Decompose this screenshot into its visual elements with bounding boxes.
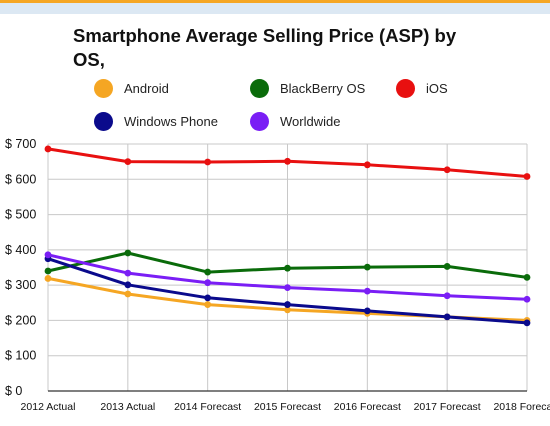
data-point-worldwide[interactable]: [44, 251, 52, 259]
x-tick-label: 2018 Forecast: [493, 401, 550, 413]
data-point-ios[interactable]: [284, 157, 291, 165]
y-tick-label: $ 700: [5, 137, 36, 151]
y-tick-label: $ 500: [5, 208, 36, 222]
data-point-worldwide[interactable]: [204, 279, 212, 287]
legend-label-ios: iOS: [426, 80, 448, 96]
top-strip: [0, 0, 550, 14]
legend-marker-ios: [396, 78, 415, 98]
legend-item-android[interactable]: Android: [94, 77, 169, 99]
y-tick-label: $ 300: [5, 278, 36, 292]
data-point-windows-phone[interactable]: [284, 301, 291, 308]
data-point-ios[interactable]: [44, 145, 52, 153]
data-point-blackberry-os[interactable]: [363, 263, 371, 271]
data-point-blackberry-os[interactable]: [284, 264, 291, 272]
chart-title: Smartphone Average Selling Price (ASP) b…: [73, 25, 457, 70]
data-point-ios[interactable]: [363, 161, 371, 169]
legend-label-android: Android: [124, 80, 169, 96]
x-tick-label: 2017 Forecast: [414, 401, 481, 413]
data-point-android[interactable]: [204, 301, 212, 308]
data-point-blackberry-os[interactable]: [44, 267, 52, 275]
data-point-worldwide[interactable]: [124, 269, 132, 277]
data-point-worldwide[interactable]: [443, 292, 451, 300]
legend-marker-blackberry-os: [250, 78, 269, 98]
data-point-worldwide[interactable]: [284, 284, 291, 292]
x-tick-label: 2012 Actual: [21, 401, 76, 413]
legend-item-blackberry-os[interactable]: BlackBerry OS: [250, 77, 365, 99]
data-point-android[interactable]: [44, 275, 52, 282]
y-axis-ticks: $ 0 $ 100 $ 200 $ 300 $ 400 $ 500 $ 600 $ 700: [5, 137, 36, 398]
data-point-windows-phone[interactable]: [443, 313, 451, 321]
data-point-ios[interactable]: [443, 166, 451, 174]
x-tick-label: 2014 Forecast: [174, 401, 241, 413]
legend-item-worldwide[interactable]: Worldwide: [250, 110, 340, 132]
x-tick-label: 2016 Forecast: [334, 401, 401, 413]
data-point-windows-phone[interactable]: [204, 294, 212, 302]
data-point-worldwide[interactable]: [363, 287, 371, 295]
data-point-ios[interactable]: [523, 173, 531, 180]
data-point-blackberry-os[interactable]: [523, 273, 531, 281]
data-point-windows-phone[interactable]: [363, 307, 371, 315]
data-point-worldwide[interactable]: [523, 295, 531, 303]
x-tick-label: 2013 Actual: [100, 401, 155, 413]
y-tick-label: $ 100: [5, 349, 36, 363]
data-point-blackberry-os[interactable]: [204, 268, 212, 276]
legend-label-worldwide: Worldwide: [280, 113, 341, 129]
data-point-windows-phone[interactable]: [523, 319, 531, 327]
y-tick-label: $ 400: [5, 243, 36, 257]
data-point-blackberry-os[interactable]: [124, 249, 132, 257]
data-point-ios[interactable]: [204, 158, 212, 166]
legend-marker-windows-phone: [94, 111, 113, 131]
x-tick-label: 2015 Forecast: [254, 401, 321, 413]
legend-marker-android: [94, 78, 113, 98]
y-tick-label: $ 200: [5, 313, 36, 327]
legend-marker-worldwide: [250, 111, 269, 131]
series-lines: [44, 145, 531, 327]
data-point-blackberry-os[interactable]: [443, 263, 451, 270]
data-point-android[interactable]: [284, 306, 291, 314]
data-point-windows-phone[interactable]: [124, 281, 132, 289]
legend-label-blackberry-os: BlackBerry OS: [280, 80, 366, 96]
legend-label-windows-phone: Windows Phone: [124, 113, 218, 129]
y-tick-label: $ 600: [5, 172, 36, 186]
y-tick-label: $ 0: [5, 384, 22, 398]
x-axis-ticks: 2012 Actual 2013 Actual 2014 Forecast 2015 …: [21, 401, 550, 413]
legend-item-ios[interactable]: iOS: [396, 77, 448, 99]
legend-item-windows-phone[interactable]: Windows Phone: [94, 110, 218, 132]
data-point-ios[interactable]: [124, 158, 132, 166]
data-point-android[interactable]: [124, 290, 132, 298]
